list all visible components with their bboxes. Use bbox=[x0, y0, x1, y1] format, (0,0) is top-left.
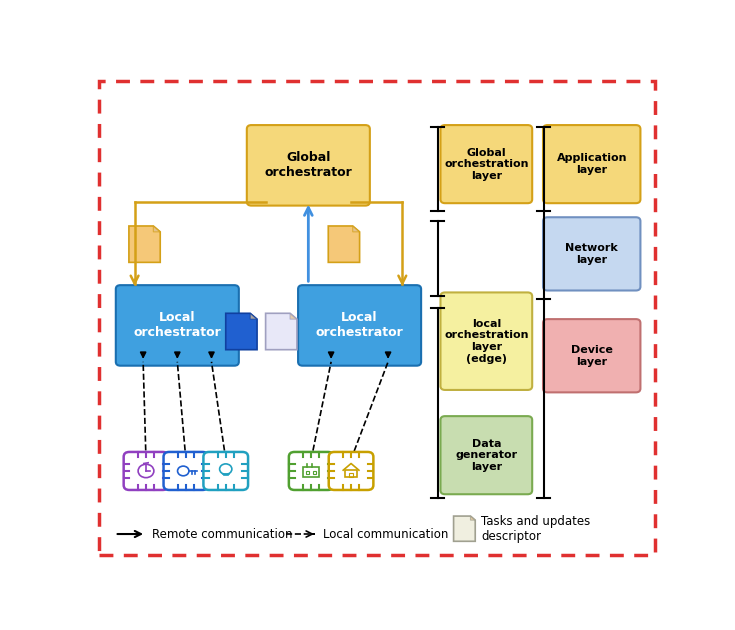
Polygon shape bbox=[129, 226, 160, 262]
FancyBboxPatch shape bbox=[440, 416, 532, 495]
FancyBboxPatch shape bbox=[204, 452, 248, 490]
FancyBboxPatch shape bbox=[164, 452, 208, 490]
Polygon shape bbox=[265, 313, 297, 350]
Bar bbox=[313, 471, 317, 474]
Text: Global
orchestrator: Global orchestrator bbox=[265, 151, 352, 180]
Polygon shape bbox=[290, 313, 297, 319]
FancyBboxPatch shape bbox=[543, 217, 640, 290]
FancyBboxPatch shape bbox=[329, 452, 373, 490]
FancyBboxPatch shape bbox=[543, 125, 640, 203]
FancyBboxPatch shape bbox=[289, 452, 334, 490]
Bar bbox=[349, 473, 354, 476]
Polygon shape bbox=[154, 226, 160, 232]
Text: Device
layer: Device layer bbox=[571, 345, 613, 367]
Polygon shape bbox=[353, 226, 359, 232]
FancyBboxPatch shape bbox=[440, 292, 532, 390]
FancyBboxPatch shape bbox=[543, 319, 640, 392]
Text: Remote communication: Remote communication bbox=[151, 527, 293, 541]
Text: local
orchestration
layer
(edge): local orchestration layer (edge) bbox=[444, 319, 528, 364]
Polygon shape bbox=[329, 226, 359, 262]
FancyBboxPatch shape bbox=[123, 452, 168, 490]
Polygon shape bbox=[226, 313, 257, 350]
Text: Local
orchestrator: Local orchestrator bbox=[316, 311, 404, 340]
Polygon shape bbox=[250, 313, 257, 319]
Bar bbox=[304, 467, 319, 476]
Text: Tasks and updates
descriptor: Tasks and updates descriptor bbox=[481, 515, 590, 543]
Text: Local communication: Local communication bbox=[323, 527, 448, 541]
Text: Global
orchestration
layer: Global orchestration layer bbox=[444, 147, 528, 181]
FancyBboxPatch shape bbox=[298, 285, 421, 365]
Text: Network
layer: Network layer bbox=[565, 243, 618, 265]
Text: Application
layer: Application layer bbox=[556, 153, 627, 175]
Bar bbox=[306, 471, 309, 474]
FancyBboxPatch shape bbox=[247, 125, 370, 205]
FancyBboxPatch shape bbox=[440, 125, 532, 203]
Polygon shape bbox=[470, 516, 476, 520]
Text: Data
generator
layer: Data generator layer bbox=[455, 438, 517, 472]
Text: Local
orchestrator: Local orchestrator bbox=[134, 311, 221, 340]
FancyBboxPatch shape bbox=[116, 285, 239, 365]
Polygon shape bbox=[453, 516, 476, 541]
Bar bbox=[345, 470, 356, 476]
